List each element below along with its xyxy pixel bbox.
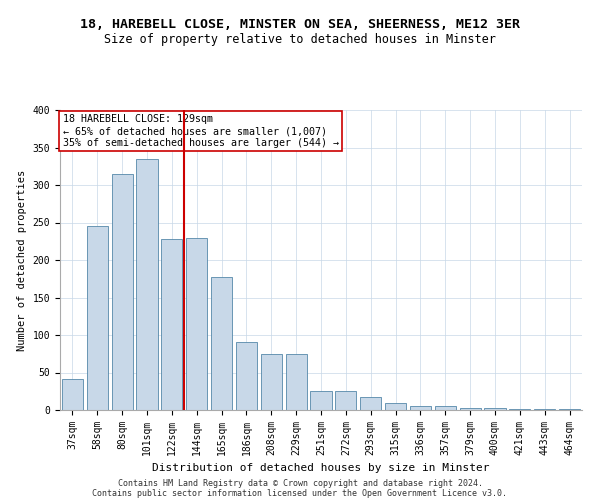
- Text: Size of property relative to detached houses in Minster: Size of property relative to detached ho…: [104, 32, 496, 46]
- Bar: [286, 354, 307, 410]
- Bar: [236, 342, 257, 410]
- Bar: [310, 390, 332, 410]
- Bar: [360, 396, 381, 410]
- Bar: [435, 406, 456, 410]
- Bar: [186, 238, 207, 410]
- Bar: [87, 226, 108, 410]
- Text: Contains public sector information licensed under the Open Government Licence v3: Contains public sector information licen…: [92, 488, 508, 498]
- Bar: [534, 408, 555, 410]
- Bar: [211, 276, 232, 410]
- Bar: [385, 402, 406, 410]
- Y-axis label: Number of detached properties: Number of detached properties: [17, 170, 27, 350]
- Bar: [484, 408, 506, 410]
- Bar: [335, 390, 356, 410]
- Bar: [410, 406, 431, 410]
- Bar: [509, 408, 530, 410]
- Text: Contains HM Land Registry data © Crown copyright and database right 2024.: Contains HM Land Registry data © Crown c…: [118, 478, 482, 488]
- X-axis label: Distribution of detached houses by size in Minster: Distribution of detached houses by size …: [152, 464, 490, 473]
- Bar: [261, 354, 282, 410]
- Bar: [112, 174, 133, 410]
- Bar: [460, 408, 481, 410]
- Text: 18, HAREBELL CLOSE, MINSTER ON SEA, SHEERNESS, ME12 3ER: 18, HAREBELL CLOSE, MINSTER ON SEA, SHEE…: [80, 18, 520, 30]
- Bar: [559, 408, 580, 410]
- Bar: [62, 378, 83, 410]
- Bar: [136, 159, 158, 410]
- Text: 18 HAREBELL CLOSE: 129sqm
← 65% of detached houses are smaller (1,007)
35% of se: 18 HAREBELL CLOSE: 129sqm ← 65% of detac…: [62, 114, 338, 148]
- Bar: [161, 239, 182, 410]
